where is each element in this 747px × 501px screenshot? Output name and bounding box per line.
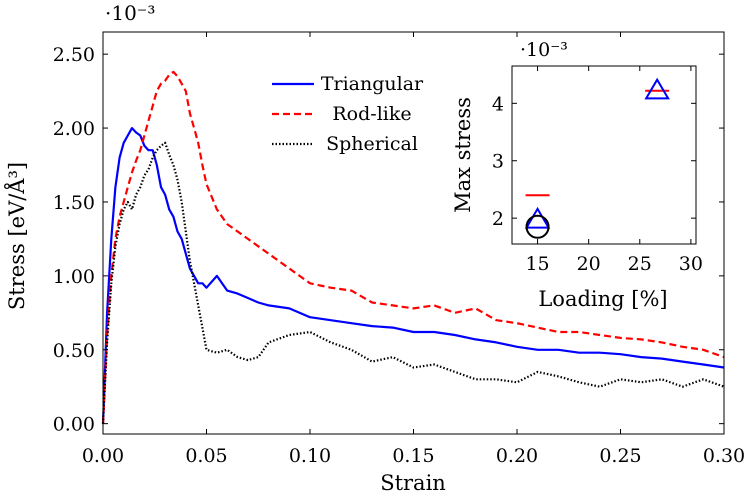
legend-label: Spherical: [326, 133, 418, 155]
x-tick-label: 0.20: [496, 445, 538, 467]
x-tick-label: 0.25: [599, 445, 641, 467]
x-tick-label: 0.30: [703, 445, 745, 467]
series-line-rod-like: [101, 70, 725, 424]
inset-x-tick-label: 25: [628, 253, 652, 275]
inset-y-tick-label: 3: [492, 151, 504, 173]
inset-point-triangle: [644, 77, 670, 100]
inset-y-tick-label: 2: [492, 208, 504, 230]
inset-series-group: [524, 77, 670, 239]
inset-x-ticks: 15 20 25 30: [525, 66, 703, 275]
legend-label: Triangular: [321, 73, 424, 95]
inset-x-tick-label: 15: [525, 253, 549, 275]
y-tick-label: 1.50: [53, 192, 95, 214]
x-tick-label: 0.00: [82, 445, 124, 467]
series-line-spherical: [101, 141, 725, 424]
x-tick-label: 0.05: [185, 445, 227, 467]
main-x-axis-label: Strain: [380, 471, 446, 495]
y-tick-label: 2.00: [53, 118, 95, 140]
inset-y-scale-label: ·10⁻³: [520, 39, 568, 61]
inset-plot-frame: [511, 65, 697, 245]
y-tick-label: 0.00: [53, 414, 95, 436]
x-tick-label: 0.15: [392, 445, 434, 467]
main-chart: 0.00 0.05 0.10 0.15 0.20 0.25 0.30 0.00 0.50 1.0…: [4, 1, 745, 495]
main-y-axis-label: Stress [eV/Å³]: [4, 162, 29, 310]
inset-background: [512, 66, 696, 244]
inset-x-tick-label: 20: [577, 253, 601, 275]
main-y-scale-label: ·10⁻³: [105, 1, 155, 25]
inset-x-axis-label: Loading [%]: [538, 287, 667, 311]
inset-chart: 15 20 25 30 2 3 4 ·10⁻³ Loading [%] Max stres…: [451, 39, 703, 311]
inset-y-axis-label: Max stress: [451, 97, 475, 213]
y-tick-label: 0.50: [53, 340, 95, 362]
inset-point-circle: [525, 214, 550, 239]
main-x-ticks: 0.00 0.05 0.10 0.15 0.20 0.25 0.30: [82, 32, 745, 467]
inset-x-tick-label: 30: [679, 253, 703, 275]
legend: Triangular Rod-like Spherical: [272, 73, 424, 155]
y-tick-label: 2.50: [53, 44, 95, 66]
inset-y-tick-label: 4: [492, 93, 504, 115]
main-y-ticks: 0.00 0.50 1.00 1.50 2.00 2.50: [53, 44, 724, 436]
legend-label: Rod-like: [332, 103, 411, 125]
x-tick-label: 0.10: [289, 445, 331, 467]
inset-y-ticks: 2 3 4: [492, 93, 696, 230]
y-tick-label: 1.00: [53, 266, 95, 288]
series-line-triangular: [101, 127, 725, 424]
main-series-group: [101, 70, 725, 424]
